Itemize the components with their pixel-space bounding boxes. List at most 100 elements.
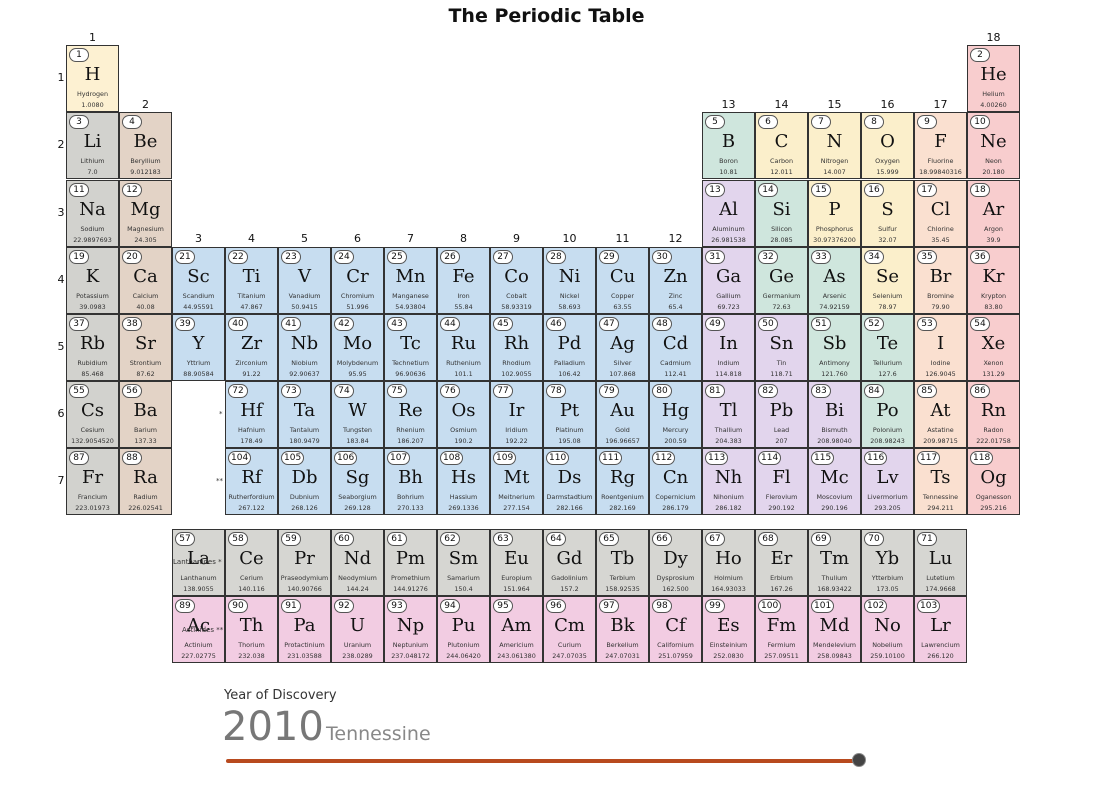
element-cell-ds[interactable]: 110 Ds Darmstadtium 282.166: [543, 448, 596, 515]
element-cell-lv[interactable]: 116 Lv Livermorium 293.205: [861, 448, 914, 515]
element-cell-ge[interactable]: 32 Ge Germanium 72.63: [755, 247, 808, 314]
element-cell-cu[interactable]: 29 Cu Copper 63.55: [596, 247, 649, 314]
element-cell-cd[interactable]: 48 Cd Cadmium 112.41: [649, 314, 702, 381]
element-cell-sg[interactable]: 106 Sg Seaborgium 269.128: [331, 448, 384, 515]
element-cell-hg[interactable]: 80 Hg Mercury 200.59: [649, 381, 702, 448]
element-cell-sr[interactable]: 38 Sr Strontium 87.62: [119, 314, 172, 381]
element-cell-na[interactable]: 11 Na Sodium 22.9897693: [66, 180, 119, 247]
element-cell-li[interactable]: 3 Li Lithium 7.0: [66, 112, 119, 179]
element-cell-bi[interactable]: 83 Bi Bismuth 208.98040: [808, 381, 861, 448]
element-cell-no[interactable]: 102 No Nobelium 259.10100: [861, 596, 914, 663]
element-cell-v[interactable]: 23 V Vanadium 50.9415: [278, 247, 331, 314]
element-cell-si[interactable]: 14 Si Silicon 28.085: [755, 180, 808, 247]
element-cell-tm[interactable]: 69 Tm Thulium 168.93422: [808, 529, 861, 596]
element-cell-hs[interactable]: 108 Hs Hassium 269.1336: [437, 448, 490, 515]
element-cell-rg[interactable]: 111 Rg Roentgenium 282.169: [596, 448, 649, 515]
element-cell-ar[interactable]: 18 Ar Argon 39.9: [967, 180, 1020, 247]
year-slider-handle[interactable]: [852, 753, 866, 767]
element-cell-ts[interactable]: 117 Ts Tennessine 294.211: [914, 448, 967, 515]
element-cell-o[interactable]: 8 O Oxygen 15.999: [861, 112, 914, 179]
element-cell-sm[interactable]: 62 Sm Samarium 150.4: [437, 529, 490, 596]
element-cell-gd[interactable]: 64 Gd Gadolinium 157.2: [543, 529, 596, 596]
element-cell-ce[interactable]: 58 Ce Cerium 140.116: [225, 529, 278, 596]
element-cell-mg[interactable]: 12 Mg Magnesium 24.305: [119, 180, 172, 247]
element-cell-rh[interactable]: 45 Rh Rhodium 102.9055: [490, 314, 543, 381]
element-cell-sc[interactable]: 21 Sc Scandium 44.95591: [172, 247, 225, 314]
element-cell-tl[interactable]: 81 Tl Thallium 204.383: [702, 381, 755, 448]
element-cell-pa[interactable]: 91 Pa Protactinium 231.03588: [278, 596, 331, 663]
element-cell-ba[interactable]: 56 Ba Barium 137.33: [119, 381, 172, 448]
element-cell-h[interactable]: 1 H Hydrogen 1.0080: [66, 45, 119, 112]
element-cell-te[interactable]: 52 Te Tellurium 127.6: [861, 314, 914, 381]
element-cell-la[interactable]: 57 La Lanthanum 138.9055: [172, 529, 225, 596]
element-cell-pb[interactable]: 82 Pb Lead 207: [755, 381, 808, 448]
element-cell-og[interactable]: 118 Og Oganesson 295.216: [967, 448, 1020, 515]
element-cell-ne[interactable]: 10 Ne Neon 20.180: [967, 112, 1020, 179]
element-cell-fr[interactable]: 87 Fr Francium 223.01973: [66, 448, 119, 515]
element-cell-hf[interactable]: 72 Hf Hafnium 178.49: [225, 381, 278, 448]
element-cell-ir[interactable]: 77 Ir Iridium 192.22: [490, 381, 543, 448]
element-cell-db[interactable]: 105 Db Dubnium 268.126: [278, 448, 331, 515]
element-cell-zn[interactable]: 30 Zn Zinc 65.4: [649, 247, 702, 314]
element-cell-pd[interactable]: 46 Pd Palladium 106.42: [543, 314, 596, 381]
element-cell-n[interactable]: 7 N Nitrogen 14.007: [808, 112, 861, 179]
element-cell-th[interactable]: 90 Th Thorium 232.038: [225, 596, 278, 663]
element-cell-pm[interactable]: 61 Pm Promethium 144.91276: [384, 529, 437, 596]
element-cell-er[interactable]: 68 Er Erbium 167.26: [755, 529, 808, 596]
element-cell-yb[interactable]: 70 Yb Ytterbium 173.05: [861, 529, 914, 596]
element-cell-au[interactable]: 79 Au Gold 196.96657: [596, 381, 649, 448]
element-cell-eu[interactable]: 63 Eu Europium 151.964: [490, 529, 543, 596]
element-cell-cf[interactable]: 98 Cf Californium 251.07959: [649, 596, 702, 663]
element-cell-cs[interactable]: 55 Cs Cesium 132.9054520: [66, 381, 119, 448]
element-cell-mt[interactable]: 109 Mt Meitnerium 277.154: [490, 448, 543, 515]
element-cell-fe[interactable]: 26 Fe Iron 55.84: [437, 247, 490, 314]
element-cell-p[interactable]: 15 P Phosphorus 30.97376200: [808, 180, 861, 247]
element-cell-mn[interactable]: 25 Mn Manganese 54.93804: [384, 247, 437, 314]
element-cell-nh[interactable]: 113 Nh Nihonium 286.182: [702, 448, 755, 515]
element-cell-es[interactable]: 99 Es Einsteinium 252.0830: [702, 596, 755, 663]
element-cell-ac[interactable]: 89 Ac Actinium 227.02775: [172, 596, 225, 663]
element-cell-pr[interactable]: 59 Pr Praseodymium 140.90766: [278, 529, 331, 596]
element-cell-cl[interactable]: 17 Cl Chlorine 35.45: [914, 180, 967, 247]
element-cell-ca[interactable]: 20 Ca Calcium 40.08: [119, 247, 172, 314]
element-cell-pu[interactable]: 94 Pu Plutonium 244.06420: [437, 596, 490, 663]
element-cell-rn[interactable]: 86 Rn Radon 222.01758: [967, 381, 1020, 448]
element-cell-y[interactable]: 39 Y Yttrium 88.90584: [172, 314, 225, 381]
element-cell-br[interactable]: 35 Br Bromine 79.90: [914, 247, 967, 314]
element-cell-s[interactable]: 16 S Sulfur 32.07: [861, 180, 914, 247]
element-cell-ni[interactable]: 28 Ni Nickel 58.693: [543, 247, 596, 314]
element-cell-ti[interactable]: 22 Ti Titanium 47.867: [225, 247, 278, 314]
element-cell-i[interactable]: 53 I Iodine 126.9045: [914, 314, 967, 381]
element-cell-in[interactable]: 49 In Indium 114.818: [702, 314, 755, 381]
element-cell-os[interactable]: 76 Os Osmium 190.2: [437, 381, 490, 448]
element-cell-mc[interactable]: 115 Mc Moscovium 290.196: [808, 448, 861, 515]
element-cell-w[interactable]: 74 W Tungsten 183.84: [331, 381, 384, 448]
element-cell-am[interactable]: 95 Am Americium 243.061380: [490, 596, 543, 663]
year-slider-track[interactable]: [226, 759, 859, 763]
element-cell-lr[interactable]: 103 Lr Lawrencium 266.120: [914, 596, 967, 663]
element-cell-np[interactable]: 93 Np Neptunium 237.048172: [384, 596, 437, 663]
element-cell-be[interactable]: 4 Be Beryllium 9.012183: [119, 112, 172, 179]
element-cell-re[interactable]: 75 Re Rhenium 186.207: [384, 381, 437, 448]
element-cell-mo[interactable]: 42 Mo Molybdenum 95.95: [331, 314, 384, 381]
element-cell-sn[interactable]: 50 Sn Tin 118.71: [755, 314, 808, 381]
element-cell-dy[interactable]: 66 Dy Dysprosium 162.500: [649, 529, 702, 596]
element-cell-kr[interactable]: 36 Kr Krypton 83.80: [967, 247, 1020, 314]
element-cell-bk[interactable]: 97 Bk Berkelium 247.07031: [596, 596, 649, 663]
element-cell-se[interactable]: 34 Se Selenium 78.97: [861, 247, 914, 314]
element-cell-sb[interactable]: 51 Sb Antimony 121.760: [808, 314, 861, 381]
element-cell-b[interactable]: 5 B Boron 10.81: [702, 112, 755, 179]
element-cell-rf[interactable]: 104 Rf Rutherfordium 267.122: [225, 448, 278, 515]
element-cell-tb[interactable]: 65 Tb Terbium 158.92535: [596, 529, 649, 596]
element-cell-pt[interactable]: 78 Pt Platinum 195.08: [543, 381, 596, 448]
element-cell-u[interactable]: 92 U Uranium 238.0289: [331, 596, 384, 663]
element-cell-cn[interactable]: 112 Cn Copernicium 286.179: [649, 448, 702, 515]
element-cell-c[interactable]: 6 C Carbon 12.011: [755, 112, 808, 179]
element-cell-fl[interactable]: 114 Fl Flerovium 290.192: [755, 448, 808, 515]
element-cell-nb[interactable]: 41 Nb Niobium 92.90637: [278, 314, 331, 381]
element-cell-ra[interactable]: 88 Ra Radium 226.02541: [119, 448, 172, 515]
element-cell-ho[interactable]: 67 Ho Holmium 164.93033: [702, 529, 755, 596]
element-cell-rb[interactable]: 37 Rb Rubidium 85.468: [66, 314, 119, 381]
element-cell-ru[interactable]: 44 Ru Ruthenium 101.1: [437, 314, 490, 381]
element-cell-xe[interactable]: 54 Xe Xenon 131.29: [967, 314, 1020, 381]
